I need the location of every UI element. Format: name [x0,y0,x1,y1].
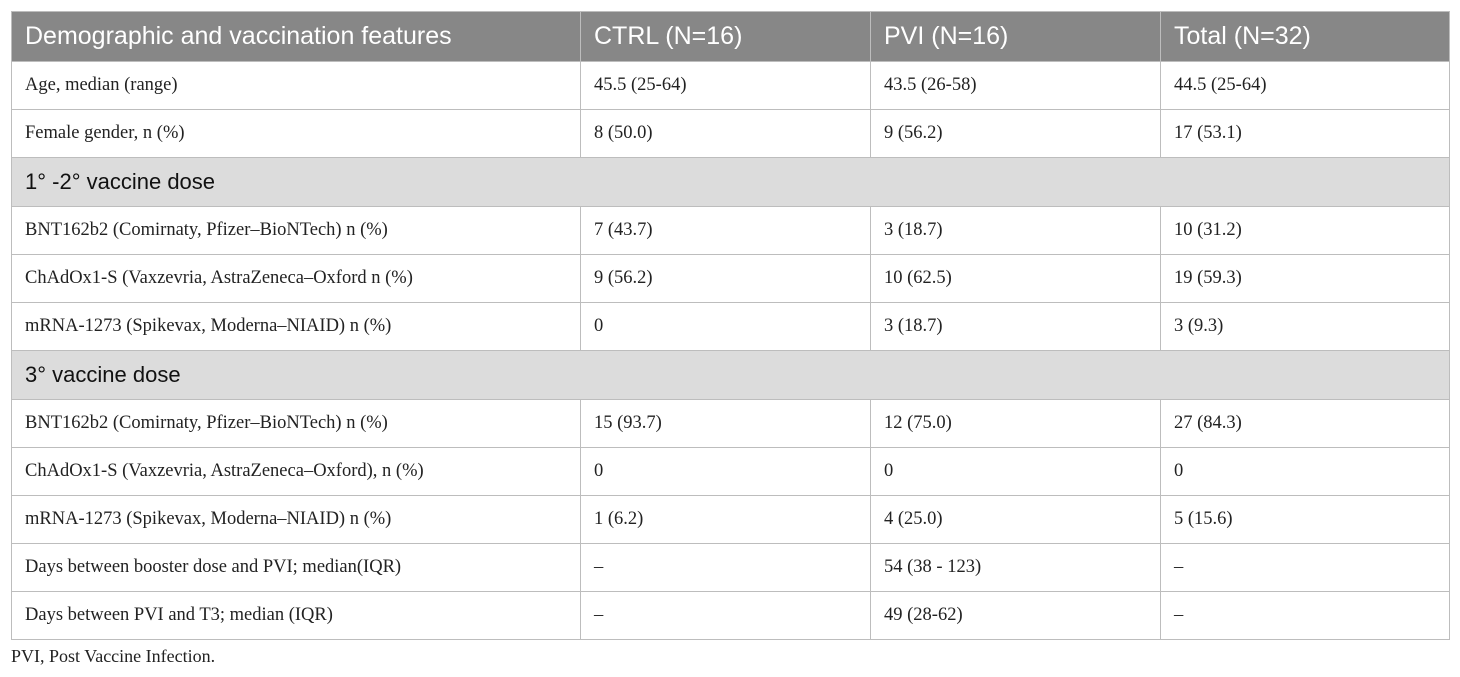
header-features: Demographic and vaccination features [11,11,581,62]
table-row: Age, median (range) 45.5 (25-64) 43.5 (26-… [11,61,1450,110]
pvi-cell: 10 (62.5) [870,254,1161,303]
table-body: Age, median (range) 45.5 (25-64) 43.5 (26-… [11,61,1450,640]
ctrl-cell: – [580,543,871,592]
section-row: 1° -2° vaccine dose [11,157,1450,207]
ctrl-cell: – [580,591,871,640]
feature-cell: Age, median (range) [11,61,581,110]
table-row: Days between PVI and T3; median (IQR) –49… [11,591,1450,640]
pvi-cell: 0 [870,447,1161,496]
pvi-cell: 54 (38 - 123) [870,543,1161,592]
feature-cell: BNT162b2 (Comirnaty, Pfizer–BioNTech) n … [11,206,581,255]
ctrl-cell: 7 (43.7) [580,206,871,255]
feature-cell: mRNA-1273 (Spikevax, Moderna–NIAID) n (%… [11,302,581,351]
pvi-cell: 3 (18.7) [870,302,1161,351]
pvi-cell: 12 (75.0) [870,399,1161,448]
total-cell: 10 (31.2) [1160,206,1450,255]
table-row: BNT162b2 (Comirnaty, Pfizer–BioNTech) n … [11,206,1450,255]
header-row: Demographic and vaccination features CTR… [11,11,1450,62]
demographics-table: Demographic and vaccination features CTR… [11,11,1450,640]
ctrl-cell: 45.5 (25-64) [580,61,871,110]
feature-cell: BNT162b2 (Comirnaty, Pfizer–BioNTech) n … [11,399,581,448]
table-row: ChAdOx1-S (Vaxzevria, AstraZeneca–Oxford… [11,447,1450,496]
table-footnote: PVI, Post Vaccine Infection. [11,646,216,666]
header-ctrl: CTRL (N=16) [580,11,871,62]
ctrl-cell: 1 (6.2) [580,495,871,544]
total-cell: 5 (15.6) [1160,495,1450,544]
ctrl-cell: 0 [580,302,871,351]
pvi-cell: 9 (56.2) [870,109,1161,158]
section-label: 3° vaccine dose [11,350,1450,400]
pvi-cell: 3 (18.7) [870,206,1161,255]
total-cell: 27 (84.3) [1160,399,1450,448]
ctrl-cell: 15 (93.7) [580,399,871,448]
total-cell: 17 (53.1) [1160,109,1450,158]
ctrl-cell: 9 (56.2) [580,254,871,303]
feature-cell: ChAdOx1-S (Vaxzevria, AstraZeneca–Oxford… [11,254,581,303]
table-row: mRNA-1273 (Spikevax, Moderna–NIAID) n (%… [11,495,1450,544]
table-row: ChAdOx1-S (Vaxzevria, AstraZeneca–Oxford… [11,254,1450,303]
feature-cell: Days between booster dose and PVI; media… [11,543,581,592]
table-row: Days between booster dose and PVI; media… [11,543,1450,592]
pvi-cell: 43.5 (26-58) [870,61,1161,110]
feature-cell: Female gender, n (%) [11,109,581,158]
section-row: 3° vaccine dose [11,350,1450,400]
table-row: mRNA-1273 (Spikevax, Moderna–NIAID) n (%… [11,302,1450,351]
table-row: Female gender, n (%) 8 (50.0) 9 (56.2) 17 (… [11,109,1450,158]
feature-cell: mRNA-1273 (Spikevax, Moderna–NIAID) n (%… [11,495,581,544]
ctrl-cell: 0 [580,447,871,496]
table-row: BNT162b2 (Comirnaty, Pfizer–BioNTech) n … [11,399,1450,448]
total-cell: – [1160,591,1450,640]
section-label: 1° -2° vaccine dose [11,157,1450,207]
pvi-cell: 49 (28-62) [870,591,1161,640]
pvi-cell: 4 (25.0) [870,495,1161,544]
total-cell: – [1160,543,1450,592]
feature-cell: ChAdOx1-S (Vaxzevria, AstraZeneca–Oxford… [11,447,581,496]
demographics-table-container: Demographic and vaccination features CTR… [11,11,1450,640]
ctrl-cell: 8 (50.0) [580,109,871,158]
feature-cell: Days between PVI and T3; median (IQR) [11,591,581,640]
total-cell: 0 [1160,447,1450,496]
total-cell: 19 (59.3) [1160,254,1450,303]
header-total: Total (N=32) [1160,11,1450,62]
header-pvi: PVI (N=16) [870,11,1161,62]
table-header: Demographic and vaccination features CTR… [11,11,1450,62]
total-cell: 3 (9.3) [1160,302,1450,351]
total-cell: 44.5 (25-64) [1160,61,1450,110]
